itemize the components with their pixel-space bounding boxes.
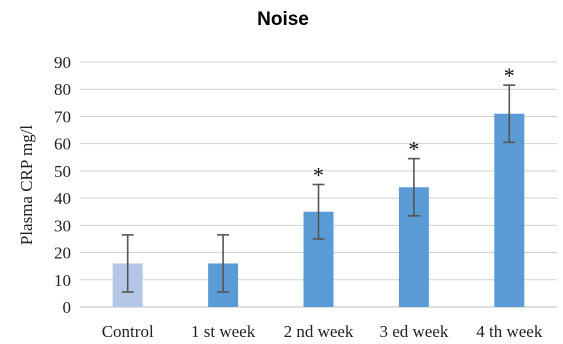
bar: [494, 113, 525, 307]
y-tick-label: 30: [54, 216, 71, 235]
x-tick-label: Control: [102, 322, 154, 341]
x-tick-label: 4 th week: [476, 322, 543, 341]
error-bars: [121, 84, 516, 293]
error-bar: [217, 234, 230, 293]
y-tick-label: 50: [54, 162, 71, 181]
significance-star: *: [408, 137, 419, 162]
significance-star: *: [313, 163, 324, 188]
y-tick-label: 20: [54, 244, 71, 263]
y-tick-label: 10: [54, 271, 71, 290]
y-tick-label: 0: [63, 298, 72, 317]
y-tick-label: 40: [54, 189, 71, 208]
y-tick-label: 60: [54, 135, 71, 154]
error-bar: [407, 157, 420, 217]
significance-markers: * * *: [313, 63, 515, 187]
error-bar: [121, 234, 134, 293]
x-tick-label: 2 nd week: [284, 322, 354, 341]
y-tick-label: 90: [54, 53, 71, 72]
x-tick-label: 3 ed week: [379, 322, 448, 341]
significance-star: *: [504, 63, 515, 88]
error-bar: [312, 183, 325, 240]
x-tick-labels: Control 1 st week 2 nd week 3 ed week 4 th w…: [102, 322, 543, 341]
y-tick-label: 70: [54, 107, 71, 126]
y-tick-label: 80: [54, 80, 71, 99]
y-axis-label: Plasma CRP mg/l: [17, 125, 36, 246]
x-tick-label: 1 st week: [191, 322, 256, 341]
error-bar: [503, 84, 516, 144]
y-tick-labels: 0 10 20 30 40 50 60 70 80 90: [54, 53, 71, 317]
chart-title: Noise: [257, 9, 309, 30]
